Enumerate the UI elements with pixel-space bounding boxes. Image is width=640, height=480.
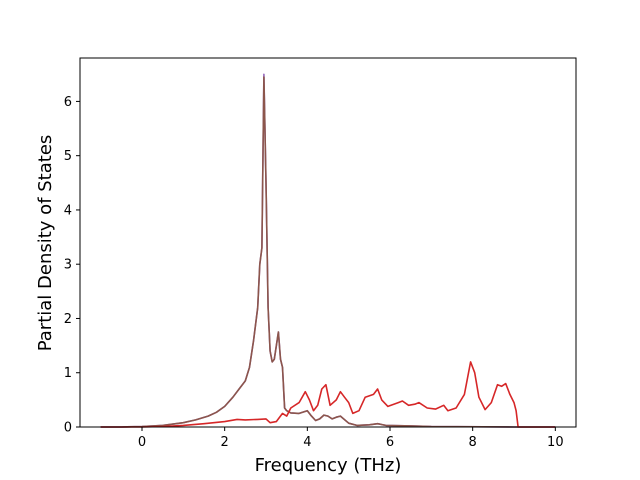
x-axis-label: Frequency (THz) <box>255 455 402 476</box>
x-tick-label: 4 <box>303 435 311 450</box>
y-tick-label: 4 <box>64 203 72 218</box>
x-axis-ticks: 0 2 4 6 8 10 <box>138 427 564 450</box>
y-tick-label: 5 <box>64 149 72 164</box>
x-tick-label: 8 <box>469 435 477 450</box>
y-axis-ticks: 0 1 2 3 4 5 6 <box>64 95 80 436</box>
series-line-3 <box>100 361 556 428</box>
y-tick-label: 1 <box>64 366 72 381</box>
y-tick-label: 0 <box>64 421 72 436</box>
x-tick-label: 6 <box>386 435 394 450</box>
series-line-2 <box>100 76 556 428</box>
plot-frame <box>79 57 577 428</box>
series-lines <box>100 73 556 428</box>
y-tick-label: 2 <box>64 312 72 327</box>
x-tick-label: 2 <box>221 435 229 450</box>
y-tick-label: 6 <box>64 95 72 110</box>
y-axis-label: Partial Density of States <box>35 135 56 352</box>
x-tick-label: 0 <box>138 435 146 450</box>
y-tick-label: 3 <box>64 258 72 273</box>
x-tick-label: 10 <box>547 435 564 450</box>
